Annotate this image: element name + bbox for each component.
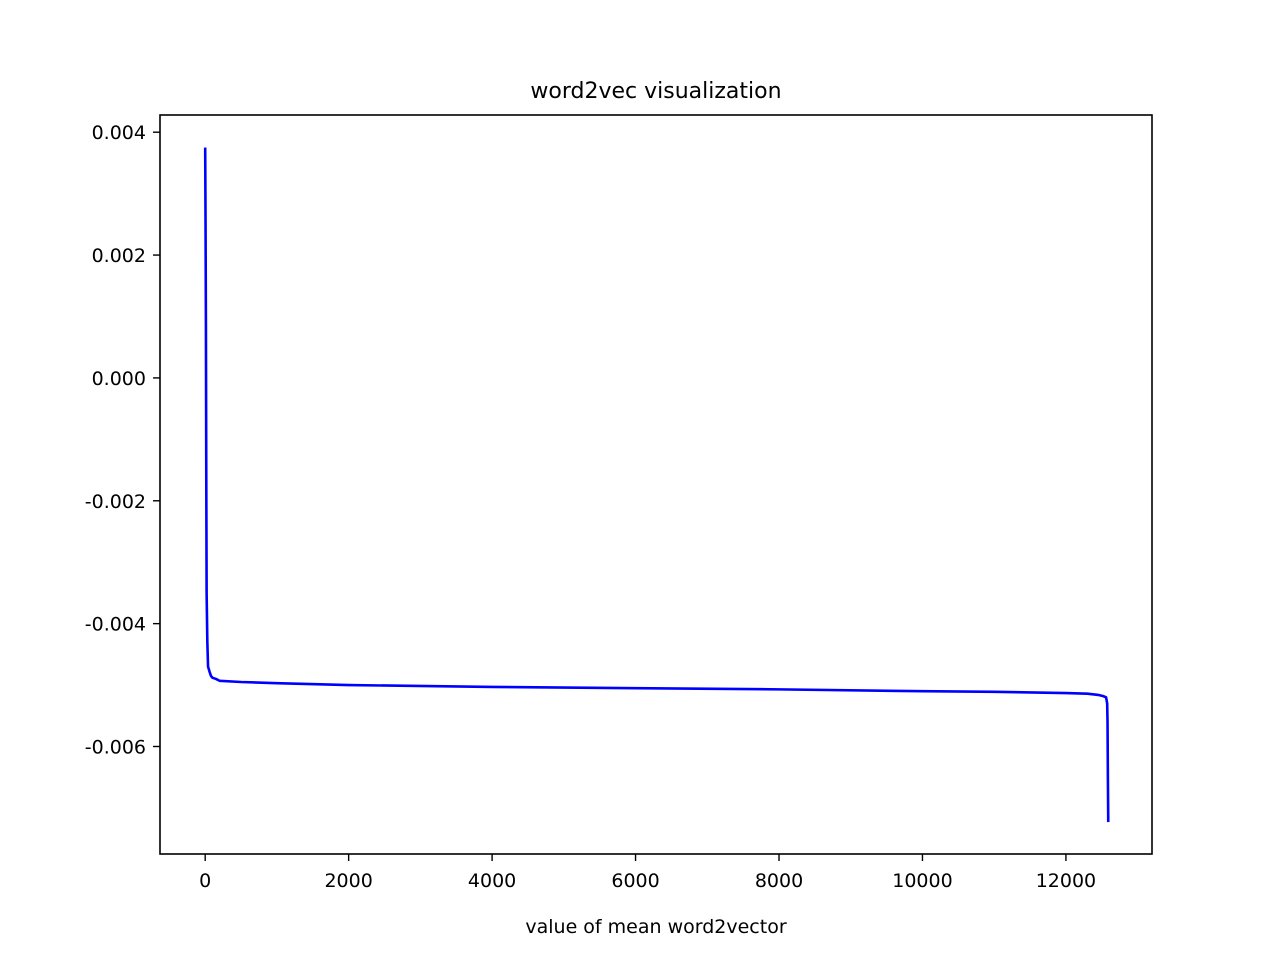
chart-title: word2vec visualization [530, 79, 781, 104]
y-tick-label: 0.002 [92, 245, 146, 267]
y-tick-label: -0.002 [85, 491, 146, 513]
axes: 0 2000 4000 6000 8000 10000 12000 0.004 0.002 0.0… [85, 114, 1153, 892]
x-tick-label: 10000 [892, 870, 952, 892]
series-line-0 [203, 147, 1110, 823]
y-tick-label: 0.000 [92, 368, 146, 390]
x-tick-label: 8000 [755, 870, 803, 892]
axes-frame [159, 114, 1153, 855]
y-tick-label: -0.006 [85, 736, 146, 758]
y-tick-label: 0.004 [92, 122, 146, 144]
x-tick-label: 4000 [468, 870, 516, 892]
x-tick-label: 6000 [611, 870, 659, 892]
plot-area [203, 147, 1110, 823]
x-axis-label: value of mean word2vector [525, 916, 786, 938]
x-tick-label: 2000 [324, 870, 372, 892]
x-tick-label: 0 [199, 870, 211, 892]
y-tick-label: -0.004 [85, 614, 146, 636]
x-tick-label: 12000 [1036, 870, 1096, 892]
